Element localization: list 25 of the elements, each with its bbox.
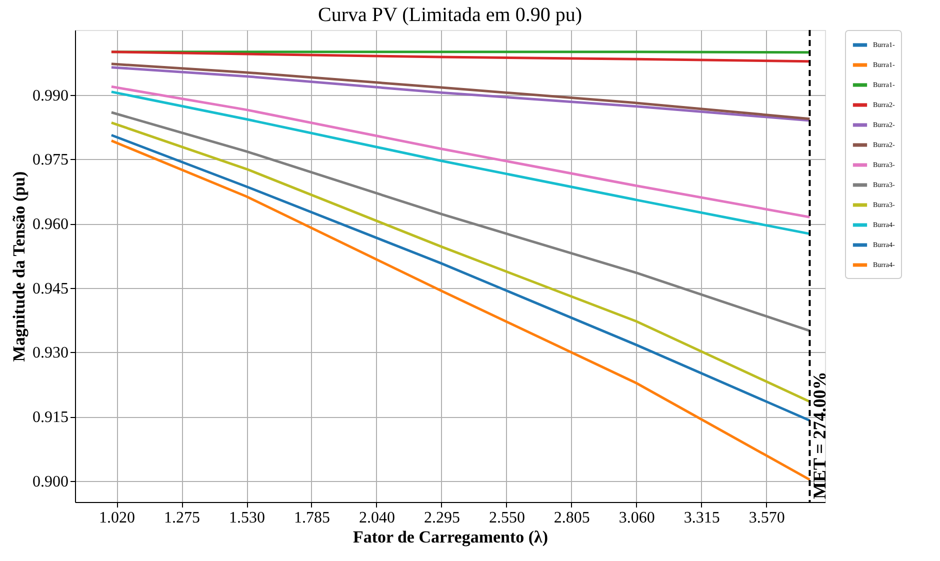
y-tick-label: 0.990 bbox=[32, 87, 68, 104]
y-tick-label: 0.915 bbox=[32, 409, 68, 426]
x-tick-label: 1.530 bbox=[229, 510, 266, 526]
line-series bbox=[110, 50, 811, 63]
x-tick-label: 1.020 bbox=[99, 510, 136, 526]
y-tick-label: 0.960 bbox=[32, 216, 68, 234]
y-axis-title: Magnitude da Tensão (pu) bbox=[10, 171, 28, 362]
line-series bbox=[110, 111, 811, 332]
x-tick-label: 2.550 bbox=[488, 510, 525, 526]
x-tick-label: 3.060 bbox=[618, 510, 655, 526]
annotation: MET = 274.00% bbox=[810, 372, 830, 499]
x-tick-label: 2.295 bbox=[424, 510, 460, 526]
y-tick-label: 0.945 bbox=[32, 280, 68, 298]
line-series bbox=[110, 139, 811, 481]
x-tick-label: 1.785 bbox=[294, 510, 330, 526]
x-tick-label: 3.315 bbox=[684, 510, 720, 526]
y-tick-label: 0.975 bbox=[32, 152, 68, 169]
x-tick-label: 2.805 bbox=[554, 510, 590, 526]
y-tick-label: 0.900 bbox=[32, 473, 68, 490]
y-tick-label: 0.930 bbox=[32, 344, 68, 362]
x-tick-label: 3.570 bbox=[748, 510, 785, 526]
x-tick-label: 2.040 bbox=[358, 510, 395, 526]
x-tick-label: 1.275 bbox=[164, 510, 200, 526]
x-axis-title: Fator de Carregamento (λ) bbox=[352, 528, 548, 546]
chart-title: Curva PV (Limitada em 0.90 pu) bbox=[318, 4, 582, 26]
